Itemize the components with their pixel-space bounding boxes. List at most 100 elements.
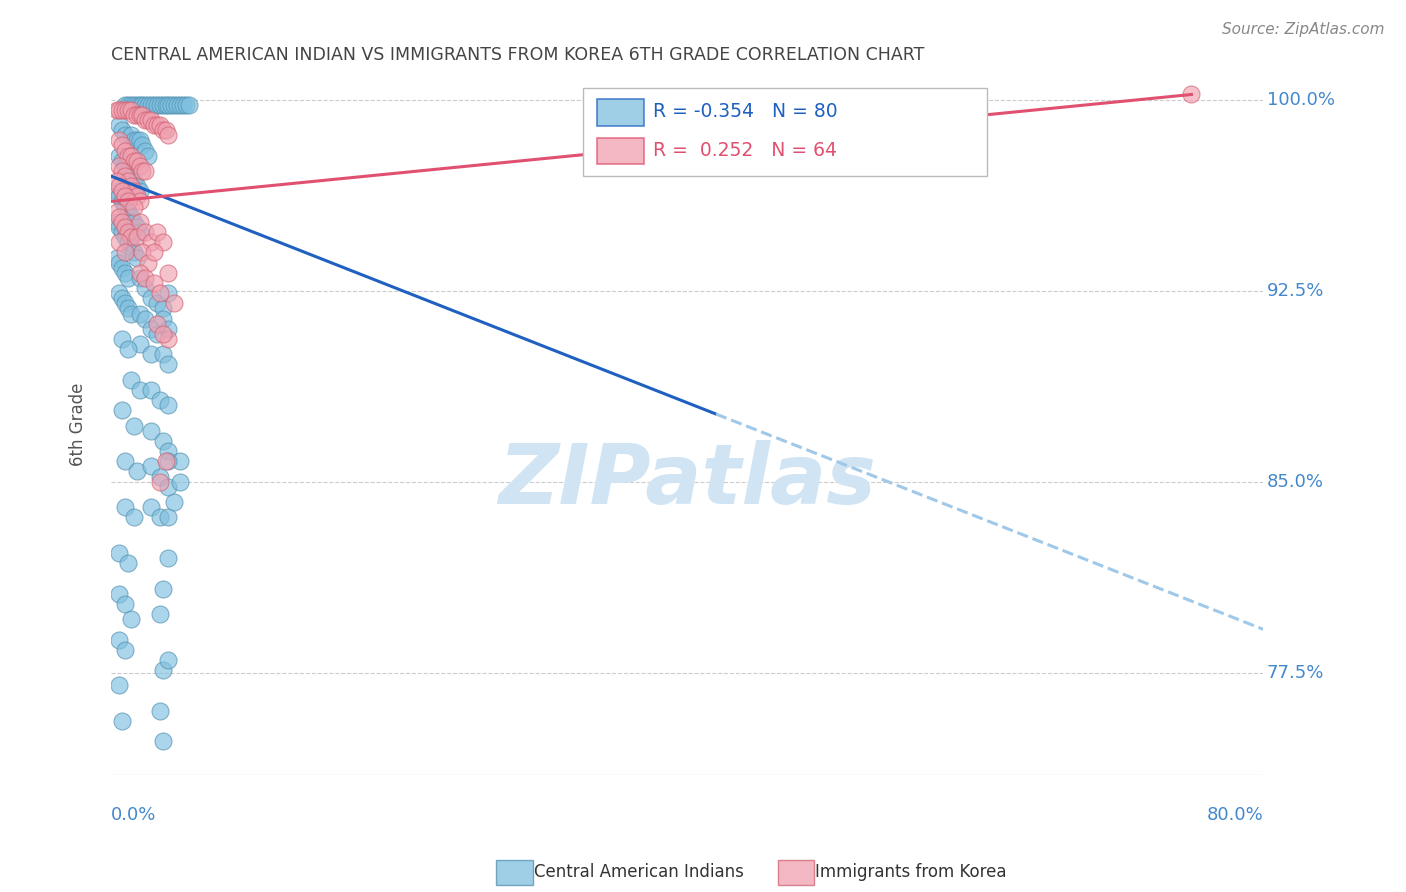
Point xyxy=(157,332,180,346)
Point xyxy=(105,251,128,265)
Point xyxy=(149,118,172,132)
Point xyxy=(149,286,172,301)
Point xyxy=(114,128,136,143)
Point xyxy=(122,510,145,524)
Point xyxy=(122,245,145,260)
Point xyxy=(117,204,139,219)
Point xyxy=(149,475,172,489)
Point xyxy=(120,169,142,183)
Point xyxy=(105,215,128,229)
Point xyxy=(117,97,139,112)
Point xyxy=(120,307,142,321)
Point xyxy=(157,444,180,458)
Point xyxy=(114,144,136,158)
Point xyxy=(122,133,145,147)
Point xyxy=(114,159,136,173)
Point xyxy=(108,587,131,601)
Text: Source: ZipAtlas.com: Source: ZipAtlas.com xyxy=(1222,22,1385,37)
Point xyxy=(157,322,180,336)
Point xyxy=(146,317,169,331)
Point xyxy=(122,108,145,122)
Point xyxy=(111,123,134,137)
Point xyxy=(108,235,131,250)
Point xyxy=(128,108,150,122)
Point xyxy=(114,266,136,280)
Point xyxy=(152,123,174,137)
Point xyxy=(131,164,153,178)
Point xyxy=(152,347,174,361)
Point xyxy=(155,123,177,137)
Point xyxy=(128,184,150,198)
Point xyxy=(122,153,145,168)
Point xyxy=(120,148,142,162)
Text: 0.0%: 0.0% xyxy=(111,806,156,824)
Point xyxy=(134,164,156,178)
Point xyxy=(149,393,172,408)
Point xyxy=(117,164,139,178)
Point xyxy=(120,230,142,244)
Point xyxy=(128,225,150,239)
Point xyxy=(117,174,139,188)
Point xyxy=(134,281,156,295)
Point xyxy=(128,215,150,229)
Point xyxy=(177,97,200,112)
Point xyxy=(108,179,131,194)
Point xyxy=(111,194,134,209)
Point xyxy=(117,235,139,250)
Point xyxy=(125,108,148,122)
Point xyxy=(149,97,172,112)
Point xyxy=(166,97,188,112)
Point xyxy=(146,118,169,132)
Point xyxy=(136,148,159,162)
Point xyxy=(120,128,142,143)
Text: 77.5%: 77.5% xyxy=(1267,664,1324,681)
Point xyxy=(114,200,136,214)
Point xyxy=(157,398,180,412)
FancyBboxPatch shape xyxy=(583,88,987,176)
Point xyxy=(120,97,142,112)
Point xyxy=(152,235,174,250)
Point xyxy=(157,97,180,112)
Text: Immigrants from Korea: Immigrants from Korea xyxy=(815,863,1007,881)
Point xyxy=(114,97,136,112)
Point xyxy=(108,632,131,647)
Point xyxy=(169,475,191,489)
Point xyxy=(139,383,162,397)
Point xyxy=(114,103,136,117)
Point xyxy=(111,291,134,305)
Point xyxy=(114,245,136,260)
Point xyxy=(134,97,156,112)
Point xyxy=(136,97,159,112)
Point xyxy=(143,97,166,112)
Text: 92.5%: 92.5% xyxy=(1267,282,1324,300)
Point xyxy=(128,133,150,147)
Point xyxy=(125,219,148,234)
Point xyxy=(117,301,139,316)
Point xyxy=(172,97,194,112)
Point xyxy=(125,133,148,147)
Point xyxy=(117,271,139,285)
Point xyxy=(169,97,191,112)
Point xyxy=(114,597,136,611)
Point xyxy=(152,663,174,677)
Point xyxy=(128,97,150,112)
Point xyxy=(120,179,142,194)
Point xyxy=(117,194,139,209)
Point xyxy=(143,276,166,290)
Text: 85.0%: 85.0% xyxy=(1267,473,1324,491)
Point xyxy=(139,97,162,112)
Point xyxy=(139,424,162,438)
Point xyxy=(122,97,145,112)
Point xyxy=(128,194,150,209)
Point xyxy=(108,286,131,301)
Point xyxy=(163,495,186,509)
Point xyxy=(152,434,174,448)
Point xyxy=(136,255,159,269)
Point xyxy=(105,103,128,117)
Point xyxy=(146,97,169,112)
Point xyxy=(157,128,180,143)
Point xyxy=(163,296,186,310)
Text: Central American Indians: Central American Indians xyxy=(534,863,744,881)
Text: CENTRAL AMERICAN INDIAN VS IMMIGRANTS FROM KOREA 6TH GRADE CORRELATION CHART: CENTRAL AMERICAN INDIAN VS IMMIGRANTS FR… xyxy=(111,46,924,64)
Point xyxy=(111,138,134,153)
